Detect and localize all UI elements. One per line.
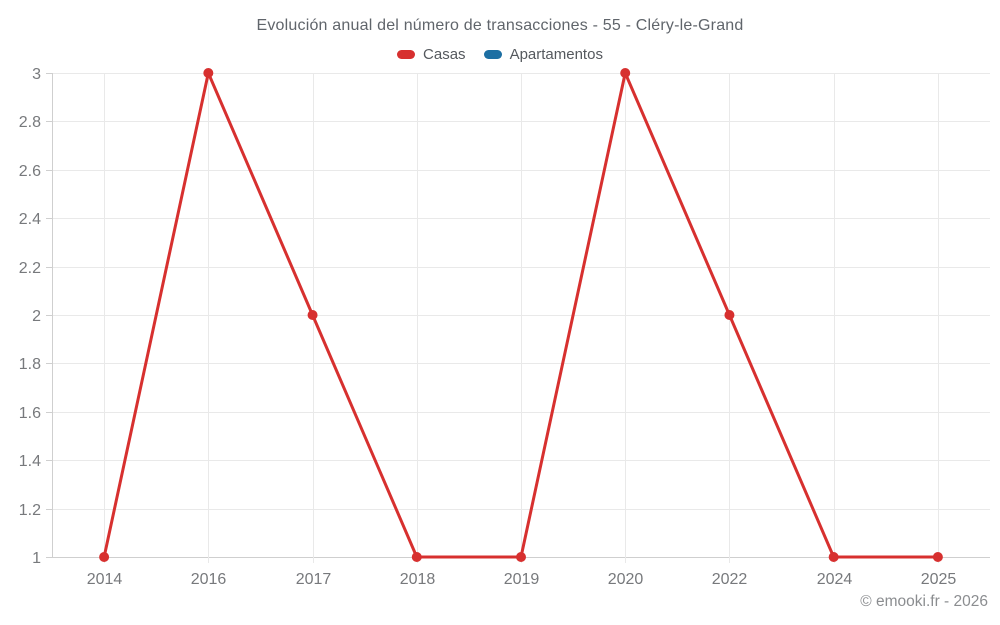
casas-data-point	[620, 68, 631, 78]
x-tick-label: 2017	[296, 571, 332, 588]
y-tick-label: 3	[32, 66, 41, 83]
y-tick-label: 2	[32, 308, 41, 325]
legend-item-casas[interactable]: Casas	[397, 46, 466, 63]
y-tick-label: 1	[32, 550, 41, 567]
y-tick-label: 1.4	[19, 453, 41, 470]
copyright-text: © emooki.fr - 2026	[860, 593, 988, 610]
casas-data-point	[411, 552, 422, 562]
y-tick-label: 2.8	[19, 114, 41, 131]
y-tick-label: 2.2	[19, 260, 41, 277]
x-tick-label: 2020	[608, 571, 644, 588]
casas-data-point	[516, 552, 526, 562]
y-tick-label: 2.6	[19, 163, 41, 180]
legend-swatch-apartamentos	[483, 50, 502, 59]
x-tick-label: 2014	[87, 571, 123, 588]
casas-data-point	[828, 552, 839, 562]
y-tick-label: 1.8	[19, 356, 41, 373]
chart-title: Evolución anual del número de transaccio…	[256, 17, 744, 34]
chart-legend: Casas Apartamentos	[0, 46, 1000, 63]
x-tick-label: 2024	[817, 571, 853, 588]
x-tick-label: 2022	[712, 571, 748, 588]
legend-label: Casas	[423, 46, 466, 63]
casas-data-point	[307, 310, 318, 320]
legend-swatch-casas	[397, 50, 416, 59]
legend-label: Apartamentos	[509, 46, 603, 63]
x-tick-label: 2016	[191, 571, 227, 588]
legend-item-apartamentos[interactable]: Apartamentos	[483, 46, 603, 63]
x-tick-label: 2018	[400, 571, 436, 588]
x-tick-label: 2019	[504, 571, 540, 588]
casas-data-point	[203, 68, 214, 78]
casas-data-point	[932, 552, 943, 562]
y-tick-label: 1.6	[19, 405, 41, 422]
x-tick-label: 2025	[921, 571, 957, 588]
y-tick-label: 2.4	[19, 211, 41, 228]
casas-data-point	[724, 310, 735, 320]
casas-data-point	[99, 552, 110, 562]
y-tick-label: 1.2	[19, 502, 41, 519]
